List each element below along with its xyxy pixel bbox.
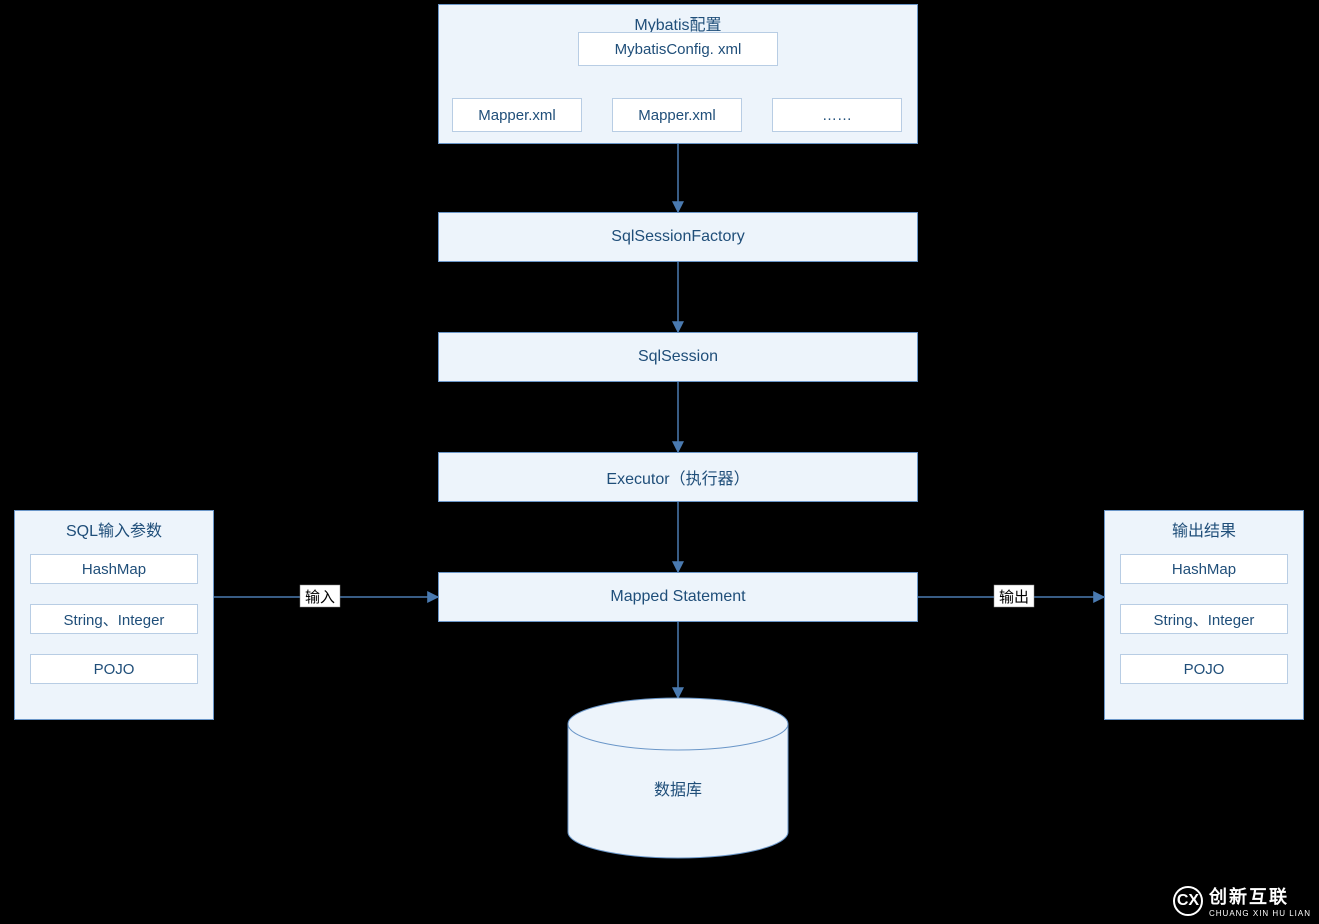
config-child-map1: Mapper.xml xyxy=(452,98,582,132)
input-item-in3-label: POJO xyxy=(94,661,135,678)
output-item-out3: POJO xyxy=(1120,654,1288,684)
session-box: SqlSession xyxy=(438,332,918,382)
config-child-map2-label: Mapper.xml xyxy=(638,107,716,124)
config-child-mcfg-label: MybatisConfig. xml xyxy=(615,41,742,58)
input-panel-title: SQL输入参数 xyxy=(15,511,213,543)
output-panel-title: 输出结果 xyxy=(1105,511,1303,543)
watermark-text: 创新互联CHUANG XIN HU LIAN xyxy=(1209,883,1311,918)
diagram-canvas: Mybatis配置MybatisConfig. xmlMapper.xmlMap… xyxy=(0,0,1319,924)
input-item-in2-label: String、Integer xyxy=(64,609,165,630)
config-child-map3: …… xyxy=(772,98,902,132)
watermark-logo-icon: CX xyxy=(1173,886,1203,916)
config-child-map3-label: …… xyxy=(822,107,852,124)
input-item-in3: POJO xyxy=(30,654,198,684)
executor-box-label: Executor（执行器） xyxy=(606,465,749,489)
factory-box: SqlSessionFactory xyxy=(438,212,918,262)
config-child-map1-label: Mapper.xml xyxy=(478,107,556,124)
db-label: 数据库 xyxy=(654,781,702,799)
config-child-mcfg: MybatisConfig. xml xyxy=(578,32,778,66)
watermark-sub: CHUANG XIN HU LIAN xyxy=(1209,909,1311,918)
watermark-main: 创新互联 xyxy=(1209,883,1311,909)
output-item-out1: HashMap xyxy=(1120,554,1288,584)
input-item-in1: HashMap xyxy=(30,554,198,584)
svg-text:输出: 输出 xyxy=(999,589,1029,606)
session-box-label: SqlSession xyxy=(638,348,718,366)
factory-box-label: SqlSessionFactory xyxy=(611,228,744,246)
svg-text:输入: 输入 xyxy=(305,589,335,606)
output-item-out3-label: POJO xyxy=(1184,661,1225,678)
output-item-out2-label: String、Integer xyxy=(1154,609,1255,630)
mapped-box: Mapped Statement xyxy=(438,572,918,622)
watermark: CX创新互联CHUANG XIN HU LIAN xyxy=(1173,883,1311,918)
executor-box: Executor（执行器） xyxy=(438,452,918,502)
output-item-out1-label: HashMap xyxy=(1172,561,1236,578)
mapped-box-label: Mapped Statement xyxy=(610,588,745,606)
config-child-map2: Mapper.xml xyxy=(612,98,742,132)
output-item-out2: String、Integer xyxy=(1120,604,1288,634)
input-item-in2: String、Integer xyxy=(30,604,198,634)
input-item-in1-label: HashMap xyxy=(82,561,146,578)
